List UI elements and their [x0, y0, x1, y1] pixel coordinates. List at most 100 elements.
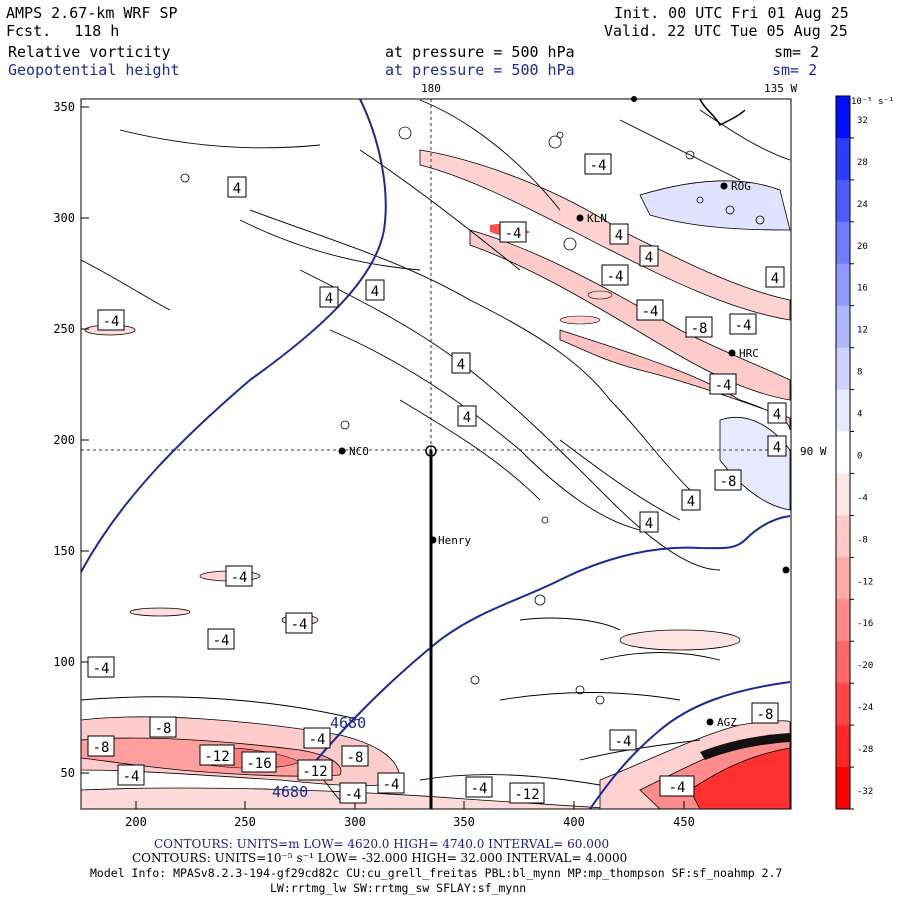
vort-label: -4 [231, 570, 248, 586]
colorbar-swatch [836, 431, 850, 474]
footer-model-info-2: LW:rrtmg_lw SW:rrtmg_sw SFLAY:sf_mynn [270, 881, 527, 895]
field1-name: Relative vorticity [8, 43, 171, 61]
coastline [699, 99, 746, 127]
vort-label: -4 [642, 304, 659, 320]
y-tick-label: 200 [53, 433, 75, 447]
colorbar-swatch [836, 557, 850, 600]
colorbar-tick-label: 24 [857, 200, 868, 210]
station-dot [338, 447, 346, 455]
negative-vorticity-band [419, 149, 791, 321]
colorbar-tick-label: 12 [857, 326, 868, 336]
lon-label-180: 180 [421, 82, 441, 95]
vort-label: -12 [204, 749, 229, 765]
colorbar-tick-label: -28 [857, 745, 873, 755]
footer-vorticity-contours: CONTOURS: UNITS=10⁻⁵ s⁻¹ LOW= -32.000 HI… [132, 851, 628, 865]
colorbar-tick-label: 16 [857, 284, 868, 294]
vort-label: -4 [93, 661, 110, 677]
colorbar-tick-label: 32 [857, 116, 868, 126]
negative-vorticity-band [689, 747, 791, 809]
lon-label-135w: 135 W [764, 82, 797, 95]
vort-label: -4 [123, 769, 140, 785]
colorbar-tick-label: -32 [857, 787, 873, 797]
colorbar-swatch [836, 683, 850, 726]
vort-label: 4 [463, 410, 471, 426]
vort-label: -12 [514, 787, 539, 803]
vort-label: -4 [103, 314, 120, 330]
height-contour-label: 4680 [272, 783, 308, 801]
small-patch [129, 607, 191, 617]
vort-label: 4 [773, 407, 781, 423]
fcst-label: Fcst. [6, 22, 52, 40]
vort-label: 4 [687, 494, 695, 510]
small-patch [619, 629, 741, 651]
small-eddies [180, 126, 765, 705]
x-axis-labels: 200 250 300 350 400 450 [125, 815, 695, 829]
vort-label: -4 [309, 732, 326, 748]
station-dot [429, 536, 437, 544]
vort-label: -8 [691, 321, 708, 337]
station-dot [706, 718, 714, 726]
colorbar-unit: 10⁻⁵ s⁻¹ [851, 97, 894, 107]
y-axis-labels: 350 300 250 200 150 100 50 [53, 100, 75, 780]
model-title: AMPS 2.67-km WRF SP [6, 4, 178, 22]
x-tick-label: 300 [344, 815, 366, 829]
vort-label: -12 [302, 764, 327, 780]
footer-height-contours: CONTOURS: UNITS=m LOW= 4620.0 HIGH= 4740… [154, 837, 610, 851]
station-label-nco: NCO [349, 445, 369, 458]
height-contour-label: 4680 [330, 714, 366, 732]
field2-level: at pressure = 500 hPa [385, 61, 575, 79]
vort-label: -8 [155, 721, 172, 737]
vort-label: 4 [325, 291, 333, 307]
vort-label: 4 [457, 357, 465, 373]
colorbar-swatch [836, 725, 850, 768]
colorbar-swatch [836, 347, 850, 391]
colorbar-tick-label: -4 [857, 493, 868, 503]
tight-contours [700, 733, 790, 760]
station-dot [782, 566, 790, 574]
height-contour-east [589, 681, 791, 809]
colorbar-swatch [836, 179, 850, 223]
colorbar-swatch [836, 473, 850, 516]
colorbar-swatch [836, 263, 850, 307]
x-tick-label: 250 [234, 815, 256, 829]
station-dot [728, 349, 736, 357]
vort-label: -4 [669, 780, 686, 796]
field1-level: at pressure = 500 hPa [385, 43, 575, 61]
y-tick-label: 150 [53, 544, 75, 558]
station-dot [576, 214, 584, 222]
station-dot [631, 96, 637, 102]
colorbar-swatch [836, 305, 850, 349]
height-contour-4680-lower [299, 515, 791, 781]
vort-label: -8 [757, 707, 774, 723]
negative-vorticity-band [469, 229, 791, 401]
cross-section-origin [425, 445, 437, 457]
vort-label: -4 [715, 378, 732, 394]
colorbar-swatch [836, 515, 850, 558]
footer-model-info: Model Info: MPASv8.2.3-194-gf29cd82c CU:… [90, 866, 783, 880]
vort-label: -4 [471, 781, 488, 797]
colorbar-swatch [836, 389, 850, 433]
x-tick-label: 350 [453, 815, 475, 829]
colorbar-swatch [836, 96, 850, 139]
colorbar-tick-label: 0 [857, 451, 862, 461]
station-label-henry: Henry [438, 534, 471, 547]
colorbar-swatch [836, 599, 850, 642]
lon-label-90w: 90 W [800, 445, 827, 458]
vort-label: -4 [345, 787, 362, 803]
colorbar-tick-label: 20 [857, 242, 868, 252]
y-tick-label: 100 [53, 655, 75, 669]
vorticity-contour-labels: 4 4 4 4 4 4 4 4 4 4 4 4 -4 -4 -4 -4 -4 -… [87, 153, 787, 804]
x-tick-label: 450 [673, 815, 695, 829]
init-time: Init. 00 UTC Fri 01 Aug 25 [614, 4, 849, 22]
vort-label: 4 [233, 181, 241, 197]
station-label-kln: KLN [587, 212, 607, 225]
field2-name: Geopotential height [8, 61, 180, 79]
vort-label: 4 [371, 284, 379, 300]
vort-label: -16 [246, 756, 271, 772]
colorbar-swatch [836, 137, 850, 181]
map-fields [81, 99, 791, 809]
colorbar-tick-label: 4 [857, 410, 862, 420]
vort-label: 4 [773, 440, 781, 456]
vort-label: -4 [291, 617, 308, 633]
